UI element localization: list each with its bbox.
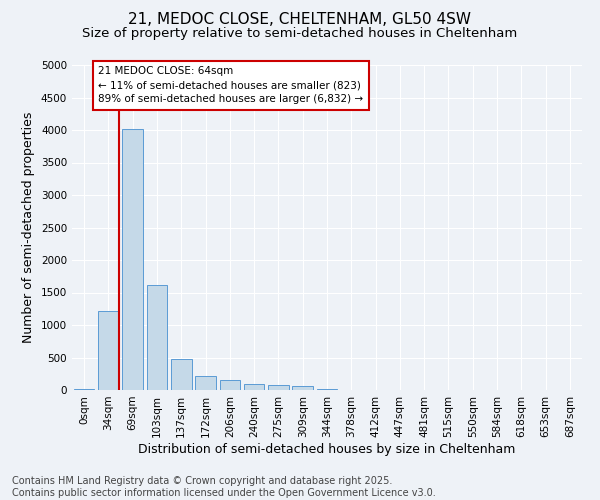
Text: 21, MEDOC CLOSE, CHELTENHAM, GL50 4SW: 21, MEDOC CLOSE, CHELTENHAM, GL50 4SW	[128, 12, 472, 28]
Bar	[146, 284, 167, 390]
Bar	[292, 386, 313, 390]
Text: 21 MEDOC CLOSE: 64sqm
← 11% of semi-detached houses are smaller (823)
89% of sem: 21 MEDOC CLOSE: 64sqm ← 11% of semi-deta…	[98, 66, 364, 104]
Text: Contains HM Land Registry data © Crown copyright and database right 2025.
Contai: Contains HM Land Registry data © Crown c…	[12, 476, 436, 498]
Text: Size of property relative to semi-detached houses in Cheltenham: Size of property relative to semi-detach…	[82, 28, 518, 40]
Bar	[98, 310, 119, 390]
Bar	[268, 386, 289, 390]
Bar	[220, 380, 240, 390]
Y-axis label: Number of semi-detached properties: Number of semi-detached properties	[22, 112, 35, 343]
Bar	[171, 359, 191, 390]
Bar	[317, 388, 337, 390]
X-axis label: Distribution of semi-detached houses by size in Cheltenham: Distribution of semi-detached houses by …	[139, 442, 515, 456]
Bar	[122, 128, 143, 390]
Bar	[195, 376, 216, 390]
Bar	[244, 384, 265, 390]
